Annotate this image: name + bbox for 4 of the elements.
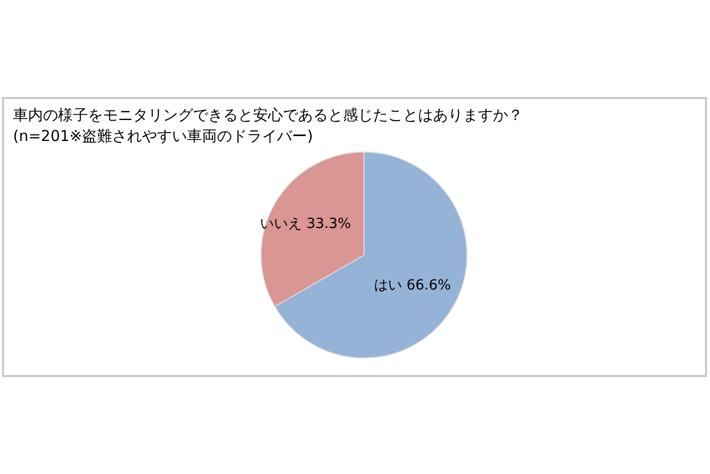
slice-label: いいえ 33.3%: [260, 216, 351, 232]
chart-subtitle: (n=201※盗難されやすい車両のドライバー): [13, 126, 313, 146]
chart-title: 車内の様子をモニタリングできると安心であると感じたことはありますか？: [13, 105, 523, 125]
slice-label: はい 66.6%: [374, 278, 451, 294]
